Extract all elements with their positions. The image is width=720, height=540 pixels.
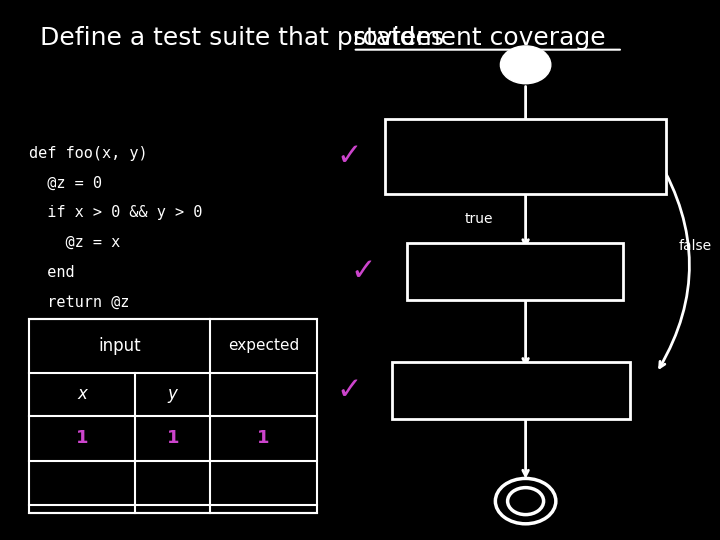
Text: return @z: return @z bbox=[492, 383, 567, 397]
Text: ✓: ✓ bbox=[351, 257, 377, 286]
Text: 1: 1 bbox=[76, 429, 89, 447]
Text: statement coverage: statement coverage bbox=[353, 26, 606, 50]
Text: true: true bbox=[464, 212, 493, 226]
Text: y: y bbox=[168, 386, 178, 403]
FancyBboxPatch shape bbox=[29, 319, 317, 513]
Text: expected: expected bbox=[228, 339, 299, 353]
Text: @z = 0: @z = 0 bbox=[29, 176, 102, 191]
Text: 1: 1 bbox=[166, 429, 179, 447]
FancyBboxPatch shape bbox=[385, 119, 666, 194]
Text: @z = 0
if x > 0 && y > 0: @z = 0 if x > 0 && y > 0 bbox=[454, 140, 597, 173]
Text: ✓: ✓ bbox=[336, 376, 362, 404]
Text: end: end bbox=[29, 265, 74, 280]
FancyBboxPatch shape bbox=[407, 243, 623, 300]
Text: end: end bbox=[29, 324, 56, 339]
Text: @z = x: @z = x bbox=[504, 265, 554, 278]
Text: return @z: return @z bbox=[29, 294, 129, 309]
Circle shape bbox=[500, 46, 551, 84]
Text: 1: 1 bbox=[257, 429, 270, 447]
Text: false: false bbox=[678, 239, 711, 253]
Text: ✓: ✓ bbox=[336, 142, 362, 171]
Text: Define a test suite that provides: Define a test suite that provides bbox=[40, 26, 451, 50]
FancyBboxPatch shape bbox=[392, 362, 630, 418]
Text: x: x bbox=[77, 386, 87, 403]
Text: def foo(x, y): def foo(x, y) bbox=[29, 146, 148, 161]
Text: input: input bbox=[98, 337, 141, 355]
Text: if x > 0 && y > 0: if x > 0 && y > 0 bbox=[29, 205, 202, 220]
Text: @z = x: @z = x bbox=[29, 235, 120, 250]
